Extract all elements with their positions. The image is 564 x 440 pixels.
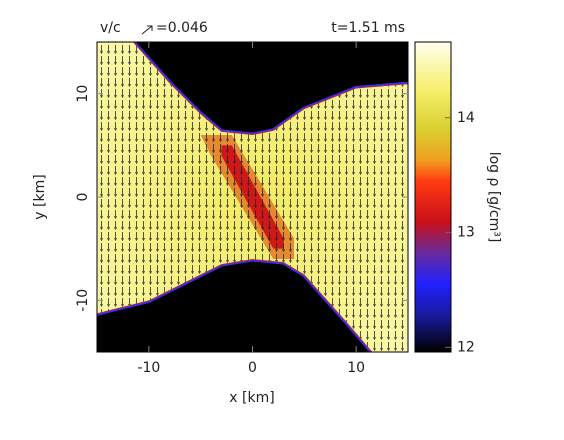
x-tick-label: 10 — [347, 360, 365, 376]
colorbar-tick-label: 13 — [457, 225, 475, 241]
y-tick-label: -10 — [75, 289, 91, 312]
density-field — [97, 42, 408, 352]
colorbar-label: log ρ [g/cm³] — [486, 152, 502, 243]
y-tick-label: 0 — [75, 193, 91, 202]
colorbar — [414, 41, 452, 353]
velocity-arrow — [141, 25, 153, 35]
time-label: t=1.51 ms — [331, 20, 405, 36]
y-tick-label: 10 — [75, 85, 91, 103]
colorbar-tick-label: 12 — [457, 339, 475, 355]
colorbar-tick-label: 14 — [457, 110, 475, 126]
velocity-label: v/c — [100, 20, 121, 36]
x-tick-label: 0 — [248, 360, 257, 376]
x-tick-label: -10 — [137, 360, 160, 376]
velocity-scale: =0.046 — [156, 20, 208, 36]
x-axis-label: x [km] — [229, 390, 274, 406]
velocity-arrows — [97, 42, 408, 352]
y-axis-label: y [km] — [32, 174, 48, 219]
